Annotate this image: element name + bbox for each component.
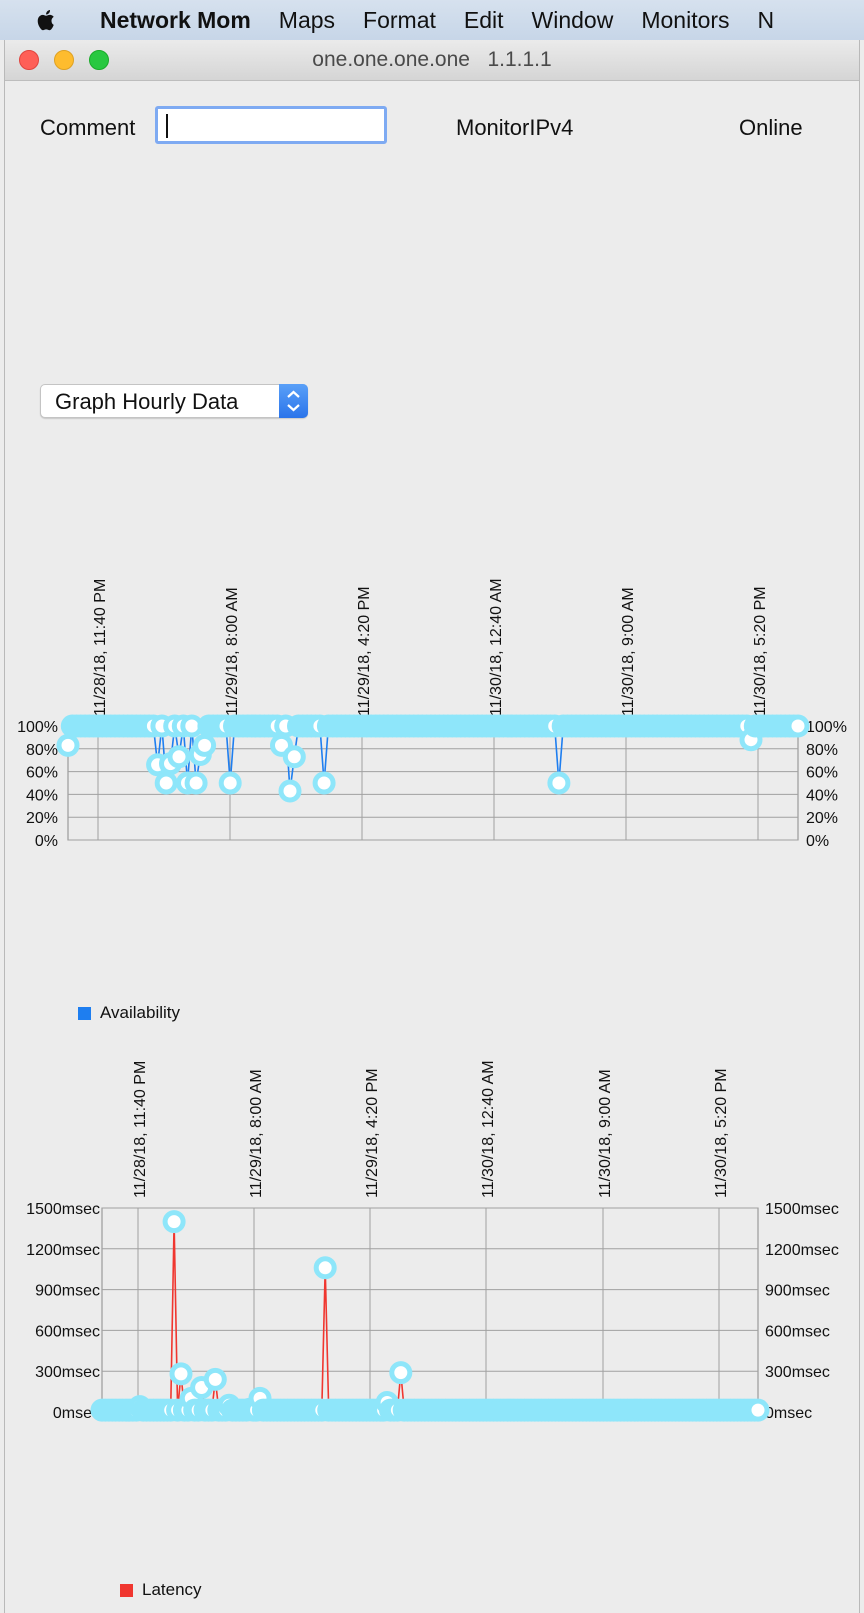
- availability-y-tick-left: 0%: [35, 833, 58, 850]
- menu-bar: Network Mom Maps Format Edit Window Moni…: [0, 0, 864, 40]
- graph-type-popup[interactable]: Graph Hourly Data: [40, 384, 308, 418]
- latency-y-tick-left: 600msec: [35, 1323, 100, 1340]
- menu-format[interactable]: Format: [363, 6, 436, 33]
- latency-x-tick: 11/30/18, 9:00 AM: [597, 1069, 614, 1198]
- apple-menu-icon[interactable]: [36, 0, 66, 40]
- availability-y-tick-left: 60%: [26, 765, 58, 782]
- availability-data-point: [282, 745, 306, 769]
- latency-y-tick-right: 0msec: [765, 1405, 812, 1422]
- availability-y-tick-left: 40%: [26, 787, 58, 804]
- chevron-up-down-icon: [279, 384, 308, 418]
- comment-label: Comment: [40, 115, 136, 140]
- graph-type-selected: Graph Hourly Data: [55, 389, 239, 414]
- latency-y-tick-left: 900msec: [35, 1283, 100, 1300]
- latency-y-tick-right: 600msec: [765, 1323, 830, 1340]
- availability-y-tick-left: 80%: [26, 742, 58, 759]
- availability-data-point: [786, 714, 810, 738]
- window-title: one.one.one.one 1.1.1.1: [312, 48, 552, 71]
- menu-window[interactable]: Window: [531, 6, 614, 33]
- minimize-button[interactable]: [54, 50, 74, 70]
- menu-monitors[interactable]: Monitors: [641, 6, 730, 33]
- close-button[interactable]: [19, 50, 39, 70]
- menu-truncated[interactable]: N: [757, 6, 775, 33]
- latency-data-point: [169, 1362, 193, 1386]
- availability-y-tick-left: 100%: [17, 719, 58, 736]
- app-menu[interactable]: Network Mom: [100, 6, 251, 33]
- availability-legend-label: Availability: [100, 1003, 181, 1022]
- availability-y-tick-right: 100%: [806, 719, 847, 736]
- availability-data-point: [184, 771, 208, 795]
- availability-x-tick: 11/30/18, 9:00 AM: [620, 587, 637, 716]
- text-cursor: [166, 114, 168, 138]
- latency-x-tick: 11/29/18, 4:20 PM: [364, 1068, 381, 1198]
- latency-data-point: [313, 1256, 337, 1280]
- latency-data-point: [203, 1367, 227, 1391]
- availability-y-tick-right: 0%: [806, 833, 829, 850]
- latency-data-point: [389, 1361, 413, 1385]
- availability-x-tick: 11/30/18, 5:20 PM: [752, 586, 769, 716]
- latency-x-tick: 11/28/18, 11:40 PM: [132, 1061, 149, 1198]
- availability-x-tick: 11/30/18, 12:40 AM: [488, 578, 505, 716]
- menu-edit[interactable]: Edit: [463, 6, 504, 33]
- availability-y-tick-right: 20%: [806, 810, 838, 827]
- latency-x-tick: 11/30/18, 5:20 PM: [713, 1068, 730, 1198]
- status-label: Online: [739, 115, 803, 140]
- latency-y-tick-left: 0msec: [53, 1405, 100, 1422]
- availability-data-point: [167, 745, 191, 769]
- latency-y-tick-left: 300msec: [35, 1364, 100, 1381]
- menu-maps[interactable]: Maps: [278, 6, 336, 33]
- latency-y-tick-right: 900msec: [765, 1283, 830, 1300]
- latency-legend: Latency: [120, 1580, 202, 1600]
- availability-y-tick-left: 20%: [26, 810, 58, 827]
- latency-data-point: [746, 1398, 770, 1422]
- latency-legend-swatch: [120, 1583, 133, 1597]
- availability-data-point: [154, 771, 178, 795]
- availability-data-point: [312, 771, 336, 795]
- latency-y-tick-left: 1200msec: [26, 1242, 100, 1259]
- latency-data-point: [162, 1210, 186, 1234]
- title-bar[interactable]: one.one.one.one 1.1.1.1: [5, 40, 859, 81]
- availability-y-tick-right: 40%: [806, 787, 838, 804]
- comment-input[interactable]: [155, 106, 387, 144]
- availability-legend: Availability: [78, 1003, 180, 1023]
- availability-x-tick: 11/29/18, 4:20 PM: [356, 586, 373, 716]
- latency-y-tick-right: 300msec: [765, 1364, 830, 1381]
- latency-chart: 0msec 0msec 300msec 300msec 600msec 600msec 90…: [26, 1060, 839, 1422]
- latency-legend-label: Latency: [142, 1580, 202, 1599]
- availability-data-point: [278, 779, 302, 803]
- availability-legend-swatch: [78, 1006, 91, 1020]
- availability-data-point: [218, 771, 242, 795]
- latency-y-tick-right: 1200msec: [765, 1242, 839, 1259]
- availability-y-tick-right: 60%: [806, 765, 838, 782]
- monitor-type-label: MonitorIPv4: [456, 115, 574, 140]
- availability-data-point: [193, 733, 217, 757]
- latency-y-tick-left: 1500msec: [26, 1201, 100, 1218]
- availability-x-tick: 11/28/18, 11:40 PM: [92, 579, 109, 716]
- availability-data-point: [547, 771, 571, 795]
- availability-data-point: [56, 733, 80, 757]
- latency-x-tick: 11/29/18, 8:00 AM: [248, 1069, 265, 1198]
- availability-chart: 0% 0% 20% 20% 40% 40% 60% 60% 80% 80% 100% 100% 11/2…: [17, 578, 847, 850]
- availability-y-tick-right: 80%: [806, 742, 838, 759]
- latency-y-tick-right: 1500msec: [765, 1201, 839, 1218]
- availability-x-tick: 11/29/18, 8:00 AM: [224, 587, 241, 716]
- latency-x-tick: 11/30/18, 12:40 AM: [480, 1060, 497, 1198]
- zoom-button[interactable]: [89, 50, 109, 70]
